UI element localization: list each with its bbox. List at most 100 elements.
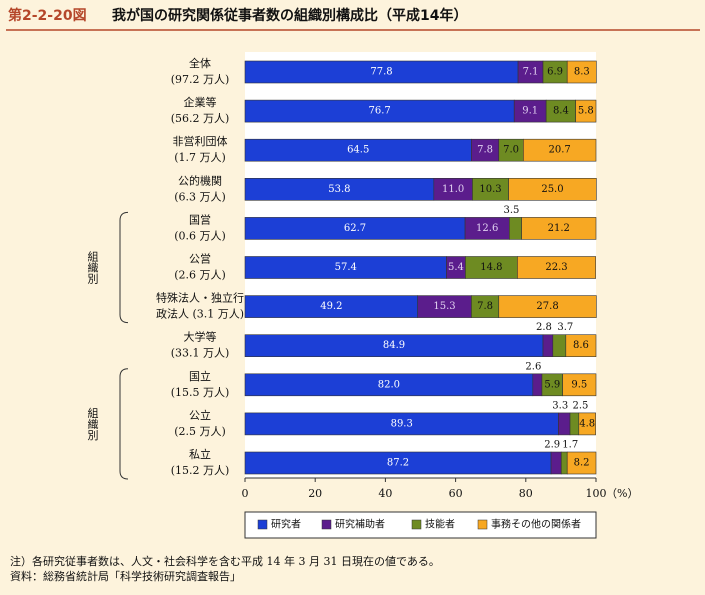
value-label: 15.3 [433, 301, 455, 312]
group-bracket [119, 368, 129, 480]
value-label: 8.3 [574, 67, 590, 78]
category-label: (1.7 万人) [174, 151, 226, 164]
value-label: 9.5 [571, 379, 587, 390]
value-label: 3.3 [552, 400, 568, 411]
value-label: 6.9 [547, 67, 563, 78]
legend-label: 技能者 [425, 518, 455, 531]
value-label: 82.0 [378, 379, 400, 390]
category-label: (33.1 万人) [171, 347, 230, 360]
value-label: 4.8 [579, 418, 595, 429]
bar-segment [517, 256, 596, 279]
category-label: 公的機関 [178, 173, 222, 187]
category-label: 全体 [189, 56, 211, 70]
value-label: 8.6 [573, 340, 589, 351]
value-label: 49.2 [320, 301, 342, 312]
legend-swatch [477, 519, 488, 530]
x-tick-label: 100 [586, 487, 607, 500]
category-label: 政法人 (3.1 万人) [156, 307, 244, 321]
chart-title: 我が国の研究関係従事者数の組織別構成比（平成14年） [112, 7, 467, 24]
group-label: 組織別 [86, 251, 99, 285]
category-label: 大学等 [184, 330, 217, 344]
value-label: 76.7 [368, 106, 390, 117]
legend-label: 研究補助者 [335, 518, 385, 531]
value-label: 84.9 [383, 340, 405, 351]
value-label: 64.5 [347, 145, 369, 156]
value-label: 5.9 [544, 379, 560, 390]
bar-segment [532, 373, 543, 397]
note: 資料：総務省統計局「科学技術研究調査報告」 [10, 569, 241, 583]
figure-label: 第2-2-20図 [8, 7, 87, 24]
value-label: 2.5 [572, 400, 588, 411]
value-label: 7.0 [503, 145, 519, 156]
category-label: (2.6 万人) [174, 269, 226, 282]
category-label: 特殊法人・独立行 [156, 291, 244, 305]
category-label: 公営 [189, 252, 211, 266]
category-label: (6.3 万人) [174, 190, 226, 203]
category-label: 国営 [189, 212, 211, 226]
category-label: (56.2 万人) [171, 112, 230, 125]
x-tick-label: 60 [449, 487, 463, 500]
bar-segment [578, 412, 596, 436]
value-label: 87.2 [387, 458, 409, 469]
x-axis-label: （%） [606, 487, 638, 500]
value-label: 25.0 [541, 184, 563, 195]
category-label: 公立 [189, 408, 211, 422]
value-label: 3.5 [503, 205, 519, 216]
group-label: 組織別 [86, 407, 99, 441]
x-tick-label: 20 [308, 487, 322, 500]
value-label: 22.3 [545, 262, 567, 273]
x-tick-label: 40 [378, 487, 392, 500]
value-label: 5.8 [578, 106, 594, 117]
bar-segment [498, 295, 597, 318]
value-label: 8.4 [553, 106, 569, 117]
category-label: 企業等 [184, 95, 217, 109]
value-label: 14.8 [480, 262, 502, 273]
value-label: 9.1 [522, 106, 538, 117]
value-label: 1.7 [562, 440, 578, 451]
value-label: 10.3 [479, 184, 501, 195]
value-label: 21.2 [548, 223, 570, 234]
bar-segment [509, 217, 522, 240]
category-label: (97.2 万人) [171, 73, 230, 86]
bar-segment [565, 334, 597, 358]
value-label: 27.8 [536, 301, 558, 312]
value-label: 2.9 [544, 440, 560, 451]
legend-swatch [257, 519, 268, 530]
legend-label: 事務その他の関係者 [491, 518, 581, 531]
value-label: 7.8 [477, 301, 493, 312]
value-label: 5.4 [448, 262, 464, 273]
bar-segment [508, 178, 597, 201]
category-label: 国立 [189, 369, 211, 383]
value-label: 7.1 [523, 67, 539, 78]
value-label: 89.3 [391, 418, 413, 429]
category-label: 私立 [189, 447, 211, 461]
group-bracket [119, 211, 129, 324]
value-label: 11.0 [442, 184, 464, 195]
bar-segment [552, 334, 567, 358]
bar-segment [523, 138, 597, 162]
x-tick-label: 0 [242, 487, 249, 500]
category-label: (2.5 万人) [174, 425, 226, 438]
legend-label: 研究者 [271, 518, 301, 531]
value-label: 7.8 [477, 145, 493, 156]
value-label: 3.7 [557, 322, 573, 333]
bar-segment [566, 451, 597, 475]
value-label: 12.6 [476, 223, 498, 234]
bar-segment [558, 412, 571, 436]
value-label: 57.4 [335, 262, 357, 273]
category-label: (15.2 万人) [171, 464, 230, 477]
value-label: 62.7 [344, 223, 366, 234]
value-label: 2.8 [536, 322, 552, 333]
category-label: (0.6 万人) [174, 229, 226, 242]
category-label: 非営利団体 [173, 134, 228, 148]
x-tick-label: 80 [519, 487, 533, 500]
value-label: 53.8 [328, 184, 350, 195]
bar-segment [569, 412, 580, 436]
bar-segment [550, 451, 562, 475]
note: 注）各研究従事者数は、人文・社会科学を含む平成 14 年 3 月 31 日現在の… [10, 554, 440, 568]
bar-segment [566, 60, 597, 84]
legend-swatch [411, 519, 422, 530]
category-label: (15.5 万人) [171, 386, 230, 399]
bar-segment [521, 217, 597, 240]
